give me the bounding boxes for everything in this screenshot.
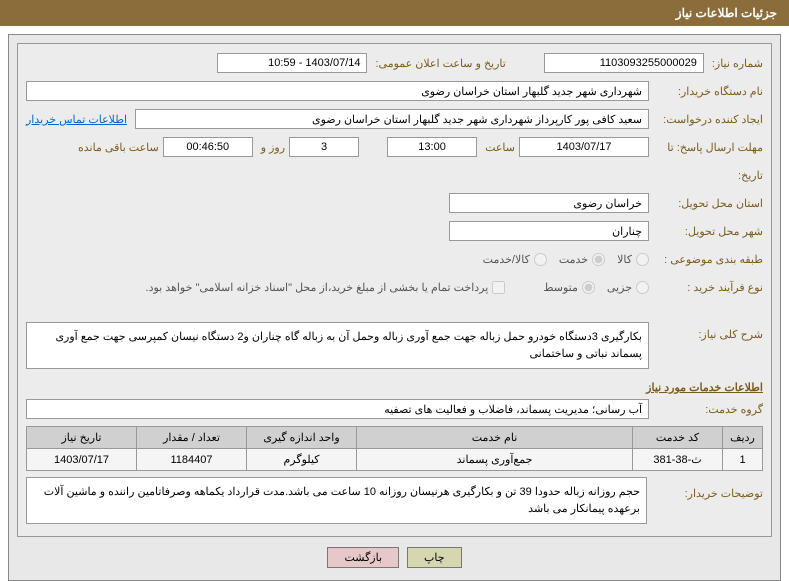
- radio-service[interactable]: خدمت: [559, 253, 605, 266]
- payment-note-text: پرداخت تمام یا بخشی از مبلغ خرید،از محل …: [146, 281, 489, 294]
- deadline-hour-value: 13:00: [387, 137, 477, 157]
- td-name: جمع‌آوری پسماند: [357, 449, 633, 471]
- back-button[interactable]: بازگشت: [327, 547, 399, 568]
- time-remaining-label: ساعت باقی مانده: [74, 141, 159, 154]
- deadline-date-value: 1403/07/17: [519, 137, 649, 157]
- payment-checkbox[interactable]: پرداخت تمام یا بخشی از مبلغ خرید،از محل …: [146, 281, 506, 294]
- buyer-notes-label: توضیحات خریدار:: [653, 477, 763, 500]
- subject-class-radios: کالا خدمت کالا/خدمت: [483, 253, 649, 266]
- date-label: تاریخ:: [653, 169, 763, 182]
- days-and-label: روز و: [257, 141, 285, 154]
- td-row: 1: [723, 449, 763, 471]
- row-purchase-type: نوع فرآیند خرید : جزیی متوسط پرداخت تمام…: [26, 276, 763, 298]
- row-date: تاریخ:: [26, 164, 763, 186]
- purchase-type-label: نوع فرآیند خرید :: [653, 281, 763, 294]
- buyer-org-value: شهرداری شهر جدید گلبهار استان خراسان رضو…: [26, 81, 649, 101]
- requester-value: سعید کافی پور کارپرداز شهرداری شهر جدید …: [135, 109, 649, 129]
- delivery-province-value: خراسان رضوی: [449, 193, 649, 213]
- delivery-province-label: استان محل تحویل:: [653, 197, 763, 210]
- buyer-contact-link[interactable]: اطلاعات تماس خریدار: [26, 113, 127, 126]
- td-need-date: 1403/07/17: [27, 449, 137, 471]
- row-need-desc: شرح کلی نیاز: بکارگیری 3دستگاه خودرو حمل…: [26, 322, 763, 373]
- th-row: ردیف: [723, 427, 763, 449]
- print-button[interactable]: چاپ: [407, 547, 462, 568]
- th-code: کد خدمت: [633, 427, 723, 449]
- table-row: 1 ث-38-381 جمع‌آوری پسماند کیلوگرم 11844…: [27, 449, 763, 471]
- hour-label: ساعت: [481, 141, 515, 154]
- countdown-value: 00:46:50: [163, 137, 253, 157]
- need-desc-value: بکارگیری 3دستگاه خودرو حمل زباله جهت جمع…: [26, 322, 649, 369]
- row-delivery-city: شهر محل تحویل: چناران: [26, 220, 763, 242]
- row-need-number: شماره نیاز: 1103093255000029 تاریخ و ساع…: [26, 52, 763, 74]
- services-table: ردیف کد خدمت نام خدمت واحد اندازه گیری ت…: [26, 426, 763, 471]
- row-buyer-org: نام دستگاه خریدار: شهرداری شهر جدید گلبه…: [26, 80, 763, 102]
- th-need-date: تاریخ نیاز: [27, 427, 137, 449]
- row-service-group: گروه خدمت: آب رسانی؛ مدیریت پسماند، فاضل…: [26, 398, 763, 420]
- announce-datetime-label: تاریخ و ساعت اعلان عمومی:: [371, 57, 505, 70]
- outer-container: شماره نیاز: 1103093255000029 تاریخ و ساع…: [8, 34, 781, 581]
- service-group-label: گروه خدمت:: [653, 403, 763, 416]
- radio-medium[interactable]: متوسط: [543, 281, 595, 294]
- td-unit: کیلوگرم: [247, 449, 357, 471]
- buyer-notes-value: حجم روزانه زباله حدودا 39 تن و بکارگیری …: [26, 477, 647, 524]
- need-number-value: 1103093255000029: [544, 53, 704, 73]
- th-qty: تعداد / مقدار: [137, 427, 247, 449]
- details-panel: شماره نیاز: 1103093255000029 تاریخ و ساع…: [17, 43, 772, 537]
- row-deadline: مهلت ارسال پاسخ: تا 1403/07/17 ساعت 13:0…: [26, 136, 763, 158]
- service-info-heading: اطلاعات خدمات مورد نیاز: [26, 381, 763, 394]
- row-delivery-province: استان محل تحویل: خراسان رضوی: [26, 192, 763, 214]
- radio-partial[interactable]: جزیی: [607, 281, 649, 294]
- th-unit: واحد اندازه گیری: [247, 427, 357, 449]
- need-number-label: شماره نیاز:: [708, 57, 763, 70]
- page-header: جزئیات اطلاعات نیاز: [0, 0, 789, 26]
- announce-datetime-value: 1403/07/14 - 10:59: [217, 53, 367, 73]
- button-row: چاپ بازگشت: [17, 537, 772, 572]
- delivery-city-label: شهر محل تحویل:: [653, 225, 763, 238]
- requester-label: ایجاد کننده درخواست:: [653, 113, 763, 126]
- days-remaining-value: 3: [289, 137, 359, 157]
- table-header-row: ردیف کد خدمت نام خدمت واحد اندازه گیری ت…: [27, 427, 763, 449]
- delivery-city-value: چناران: [449, 221, 649, 241]
- th-name: نام خدمت: [357, 427, 633, 449]
- radio-goods-service[interactable]: کالا/خدمت: [483, 253, 547, 266]
- purchase-type-radios: جزیی متوسط: [543, 281, 649, 294]
- row-buyer-notes: توضیحات خریدار: حجم روزانه زباله حدودا 3…: [26, 477, 763, 528]
- row-subject-class: طبقه بندی موضوعی : کالا خدمت کالا/خدمت: [26, 248, 763, 270]
- td-code: ث-38-381: [633, 449, 723, 471]
- need-desc-label: شرح کلی نیاز:: [653, 322, 763, 341]
- service-group-value: آب رسانی؛ مدیریت پسماند، فاضلاب و فعالیت…: [26, 399, 649, 419]
- radio-goods[interactable]: کالا: [617, 253, 649, 266]
- buyer-org-label: نام دستگاه خریدار:: [653, 85, 763, 98]
- td-qty: 1184407: [137, 449, 247, 471]
- row-requester: ایجاد کننده درخواست: سعید کافی پور کارپر…: [26, 108, 763, 130]
- deadline-label: مهلت ارسال پاسخ: تا: [653, 141, 763, 154]
- subject-class-label: طبقه بندی موضوعی :: [653, 253, 763, 266]
